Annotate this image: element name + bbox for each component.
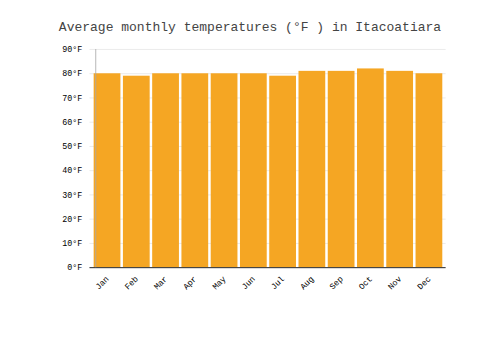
svg-text:Oct: Oct	[357, 274, 375, 292]
svg-text:Nov: Nov	[386, 274, 404, 292]
svg-text:0°F: 0°F	[67, 263, 82, 273]
svg-text:20°F: 20°F	[62, 215, 82, 225]
svg-text:40°F: 40°F	[62, 166, 82, 176]
svg-text:30°F: 30°F	[62, 191, 82, 201]
svg-text:90°F: 90°F	[62, 45, 82, 55]
svg-text:Aug: Aug	[299, 274, 317, 292]
svg-text:80°F: 80°F	[62, 69, 82, 79]
svg-text:May: May	[211, 274, 229, 292]
svg-text:Feb: Feb	[123, 274, 141, 292]
svg-text:Dec: Dec	[416, 274, 434, 292]
svg-text:Sep: Sep	[328, 274, 346, 292]
svg-text:Jan: Jan	[94, 274, 112, 292]
svg-text:Jun: Jun	[240, 274, 258, 292]
svg-text:Jul: Jul	[269, 274, 287, 292]
svg-text:60°F: 60°F	[62, 118, 82, 128]
svg-text:50°F: 50°F	[62, 142, 82, 152]
svg-text:70°F: 70°F	[62, 94, 82, 104]
svg-text:10°F: 10°F	[62, 239, 82, 249]
svg-text:Apr: Apr	[182, 274, 200, 292]
html-text:Average monthly temperatures (: Average monthly temperatures (°F ) in It…	[58, 20, 442, 35]
svg-text:Mar: Mar	[152, 274, 170, 292]
